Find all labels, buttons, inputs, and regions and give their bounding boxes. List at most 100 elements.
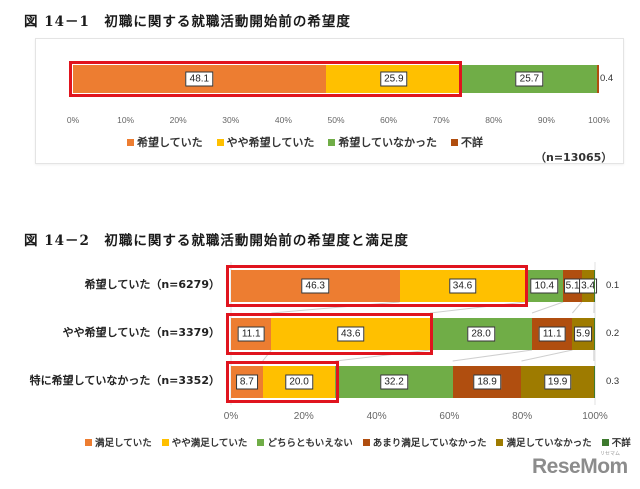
bar-segment: 28.0 bbox=[430, 318, 532, 350]
legend-label: 不詳 bbox=[461, 136, 484, 149]
data-label: 48.1 bbox=[185, 71, 214, 87]
bar-segment-unknown bbox=[596, 65, 599, 93]
x-tick: 40% bbox=[274, 115, 292, 125]
legend-swatch-icon bbox=[496, 438, 504, 446]
legend-item: 不詳 bbox=[601, 435, 631, 449]
bar-segment bbox=[594, 270, 595, 302]
bar-segment: 19.9 bbox=[521, 366, 594, 398]
data-label: 8.7 bbox=[235, 374, 258, 390]
data-label: 34.6 bbox=[448, 278, 477, 294]
x-tick: 60% bbox=[439, 411, 460, 422]
legend-item: どちらともいえない bbox=[257, 435, 353, 449]
legend-item: 希望していなかった bbox=[328, 134, 437, 150]
bar-segment: 8.7 bbox=[231, 366, 263, 398]
legend-label: やや満足していた bbox=[171, 438, 248, 449]
legend-label: 不詳 bbox=[611, 438, 631, 449]
legend-swatch-icon bbox=[85, 438, 92, 446]
data-label: 11.1 bbox=[237, 326, 265, 342]
chart1-title: 図 14－1 初職に関する就職活動開始前の希望度 bbox=[24, 14, 351, 30]
chart2-bar-row-3: 8.7 20.0 32.2 18.9 19.9 bbox=[231, 366, 595, 398]
legend-item: やや満足していた bbox=[161, 435, 248, 449]
x-tick: 0% bbox=[66, 115, 80, 125]
x-tick: 40% bbox=[366, 411, 387, 422]
x-tick: 100% bbox=[588, 115, 610, 125]
data-label: 3.4 bbox=[579, 278, 598, 294]
row-label: 希望していた（n=6279） bbox=[84, 278, 220, 291]
data-label: 32.2 bbox=[380, 374, 408, 390]
chart2-legend: 満足していた やや満足していた どちらともいえない あまり満足していなかった 満… bbox=[85, 435, 631, 449]
legend-swatch-icon bbox=[127, 138, 134, 146]
legend-label: 満足していた bbox=[95, 438, 152, 449]
outside-label: 0.1 bbox=[606, 280, 620, 291]
chart1-legend: 希望していた やや希望していた 希望していなかった 不詳 bbox=[127, 134, 497, 150]
legend-label: 満足していなかった bbox=[506, 438, 592, 449]
bar-segment: 43.6 bbox=[271, 318, 431, 350]
bar-segment: 11.1 bbox=[231, 318, 272, 350]
legend-item: 満足していた bbox=[85, 435, 152, 449]
resemom-logo: ReseMom bbox=[532, 455, 628, 478]
bar-segment: 34.6 bbox=[399, 270, 526, 302]
legend-label: 希望していなかった bbox=[338, 136, 438, 149]
x-tick: 80% bbox=[512, 411, 533, 422]
x-tick: 50% bbox=[327, 115, 345, 125]
data-label: 46.3 bbox=[301, 278, 329, 294]
x-tick: 70% bbox=[432, 115, 450, 125]
legend-label: どちらともいえない bbox=[267, 438, 353, 449]
legend-swatch-icon bbox=[451, 138, 459, 146]
legend-item: あまり満足していなかった bbox=[362, 435, 487, 449]
highlight-box bbox=[226, 265, 528, 307]
data-label: 19.9 bbox=[543, 374, 572, 390]
data-label: 18.9 bbox=[473, 374, 501, 390]
x-tick: 90% bbox=[537, 115, 555, 125]
highlight-box bbox=[69, 61, 462, 97]
x-tick: 0% bbox=[223, 411, 239, 422]
data-label: 28.0 bbox=[467, 326, 495, 342]
legend-swatch-icon bbox=[216, 138, 224, 146]
sample-size-note: （n=13065） bbox=[535, 151, 613, 164]
legend-swatch-icon bbox=[601, 438, 609, 446]
highlight-box bbox=[226, 313, 433, 355]
x-tick: 20% bbox=[293, 411, 314, 422]
chart2-bar-row-1: 46.3 34.6 10.4 5.1 3.4 bbox=[231, 270, 598, 302]
bar-segment: 10.4 bbox=[525, 270, 564, 302]
bar-segment-not-kibou: 25.7 bbox=[461, 65, 597, 93]
bar-segment bbox=[593, 366, 595, 398]
chart1-frame bbox=[35, 38, 624, 164]
legend-label: 希望していた bbox=[137, 136, 203, 149]
bar-segment: 5.9 bbox=[572, 318, 594, 350]
x-tick: 10% bbox=[117, 115, 135, 125]
legend-swatch-icon bbox=[161, 438, 169, 446]
outside-label: 0.3 bbox=[606, 376, 620, 387]
legend-swatch-icon bbox=[328, 138, 336, 146]
x-tick: 100% bbox=[582, 411, 608, 422]
legend-item: 満足していなかった bbox=[496, 435, 592, 449]
bar-segment: 3.4 bbox=[579, 270, 598, 302]
bar-segment: 11.1 bbox=[532, 318, 573, 350]
chart1-bar: 48.1 25.9 25.7 bbox=[73, 65, 599, 93]
legend-item: 不詳 bbox=[451, 134, 483, 150]
bar-segment-yaya-kibou: 25.9 bbox=[325, 65, 462, 93]
bar-segment: 32.2 bbox=[335, 366, 453, 398]
x-tick: 60% bbox=[380, 115, 398, 125]
x-tick: 20% bbox=[169, 115, 187, 125]
bar-segment-kibou: 48.1 bbox=[73, 65, 326, 93]
chart2-bar-row-2: 11.1 43.6 28.0 11.1 5.9 bbox=[231, 318, 595, 350]
legend-item: 希望していた bbox=[127, 134, 203, 150]
x-tick: 30% bbox=[222, 115, 240, 125]
data-label: 10.4 bbox=[530, 278, 559, 294]
highlight-box bbox=[226, 361, 339, 403]
legend-label: あまり満足していなかった bbox=[372, 438, 487, 449]
row-label: やや希望していた（n=3379） bbox=[62, 326, 220, 339]
watermark-sub: リセマム bbox=[600, 451, 621, 457]
row-label: 特に希望していなかった（n=3352） bbox=[29, 374, 220, 387]
data-label: 25.7 bbox=[515, 71, 544, 87]
bar-segment: 18.9 bbox=[452, 366, 522, 398]
data-label: 5.9 bbox=[574, 326, 593, 342]
x-tick: 80% bbox=[485, 115, 503, 125]
data-label: 25.9 bbox=[380, 71, 408, 87]
bar-segment: 20.0 bbox=[262, 366, 336, 398]
outside-label: 0.2 bbox=[606, 328, 620, 339]
data-label: 20.0 bbox=[285, 374, 313, 390]
data-label: 11.1 bbox=[538, 326, 566, 342]
chart2-title: 図 14－2 初職に関する就職活動開始前の希望度と満足度 bbox=[24, 233, 409, 249]
